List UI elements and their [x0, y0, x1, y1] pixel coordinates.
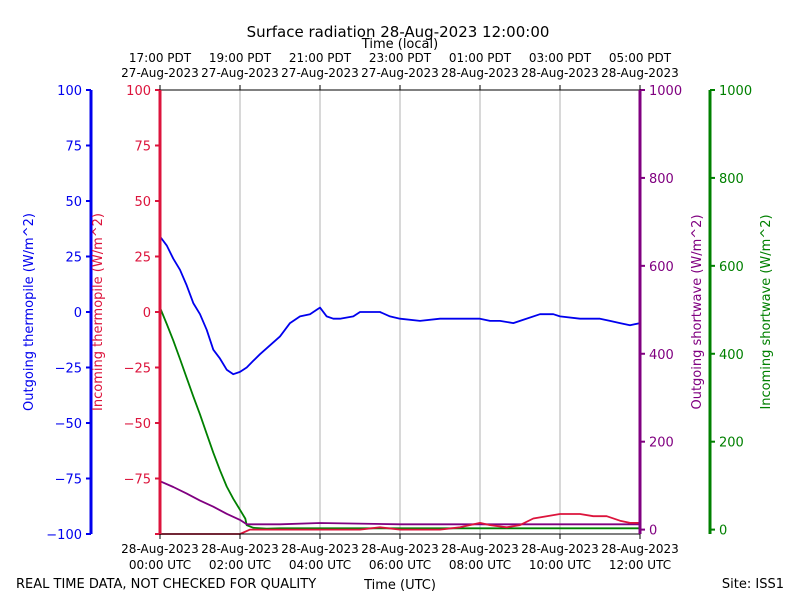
x-tick-label-bottom-date: 28-Aug-2023: [601, 542, 679, 556]
series-line-out-shortwave: [159, 480, 640, 526]
bottom-axis-label: Time (UTC): [363, 578, 436, 593]
y-tick-label-out-thermopile: −25: [55, 362, 82, 377]
y-tick-label-in-shortwave: 800: [719, 172, 744, 187]
x-tick-label-top-date: 28-Aug-2023: [441, 66, 519, 80]
y-tick-label-out-shortwave: 600: [649, 260, 674, 275]
axis-label-outgoing-thermopile: Outgoing thermopile (W/m^2): [22, 213, 37, 411]
series-line-out-thermopile: [159, 235, 641, 376]
site-label: Site: ISS1: [722, 577, 784, 592]
y-tick-label-in-shortwave: 0: [719, 524, 727, 539]
y-tick-label-in-thermopile: 50: [134, 195, 151, 210]
x-tick-label-bottom-date: 28-Aug-2023: [121, 542, 199, 556]
x-tick-label-top-date: 28-Aug-2023: [601, 66, 679, 80]
x-tick-label-top-time: 01:00 PDT: [449, 51, 512, 65]
y-tick-label-in-shortwave: 400: [719, 348, 744, 363]
y-tick-label-out-thermopile: −100: [46, 528, 82, 543]
x-tick-label-top-time: 19:00 PDT: [209, 51, 272, 65]
y-tick-label-out-shortwave: 0: [649, 524, 657, 539]
y-tick-label-out-shortwave: 400: [649, 348, 674, 363]
x-tick-label-top-time: 23:00 PDT: [369, 51, 432, 65]
y-tick-label-out-thermopile: 50: [65, 195, 82, 210]
vertical-gridlines: [239, 90, 561, 534]
x-tick-label-bottom-time: 08:00 UTC: [449, 558, 511, 572]
series-line-in-thermopile: [160, 513, 640, 535]
y-tick-label-out-shortwave: 1000: [649, 84, 682, 99]
x-tick-label-top-date: 28-Aug-2023: [521, 66, 599, 80]
y-tick-label-in-thermopile: −25: [124, 362, 151, 377]
top-axis-label: Time (local): [361, 37, 438, 52]
x-tick-label-top-time: 05:00 PDT: [609, 51, 672, 65]
axis-label-incoming-shortwave: Incoming shortwave (W/m^2): [759, 214, 774, 409]
y-tick-label-in-thermopile: 75: [134, 140, 151, 155]
series-line-in-shortwave: [159, 307, 640, 530]
y-tick-label-in-thermopile: −75: [124, 473, 151, 488]
x-tick-label-top-time: 03:00 PDT: [529, 51, 592, 65]
y-tick-label-out-thermopile: 100: [57, 84, 82, 99]
series-lines: [159, 235, 641, 535]
x-tick-label-bottom-date: 28-Aug-2023: [361, 542, 439, 556]
quality-disclaimer: REAL TIME DATA, NOT CHECKED FOR QUALITY: [16, 577, 316, 592]
chart-title: Surface radiation 28-Aug-2023 12:00:00: [247, 23, 550, 41]
x-tick-label-top-date: 27-Aug-2023: [201, 66, 279, 80]
x-tick-label-bottom-time: 00:00 UTC: [129, 558, 191, 572]
y-tick-label-in-shortwave: 1000: [719, 84, 752, 99]
x-tick-label-bottom-time: 02:00 UTC: [209, 558, 271, 572]
y-tick-label-out-thermopile: −50: [55, 417, 82, 432]
axis-label-incoming-thermopile: Incoming thermopile (W/m^2): [91, 213, 106, 411]
y-tick-label-out-thermopile: 25: [65, 251, 82, 266]
y-tick-label-in-shortwave: 600: [719, 260, 744, 275]
x-tick-label-bottom-date: 28-Aug-2023: [281, 542, 359, 556]
y-tick-label-out-thermopile: −75: [55, 473, 82, 488]
x-tick-label-top-date: 27-Aug-2023: [121, 66, 199, 80]
x-tick-label-top-date: 27-Aug-2023: [361, 66, 439, 80]
x-tick-label-bottom-date: 28-Aug-2023: [201, 542, 279, 556]
y-tick-label-out-shortwave: 800: [649, 172, 674, 187]
y-tick-label-in-thermopile: 100: [126, 84, 151, 99]
x-tick-label-bottom-time: 04:00 UTC: [289, 558, 351, 572]
y-tick-label-out-shortwave: 200: [649, 436, 674, 451]
x-tick-label-top-date: 27-Aug-2023: [281, 66, 359, 80]
axis-label-outgoing-shortwave: Outgoing shortwave (W/m^2): [690, 214, 705, 409]
x-tick-label-bottom-date: 28-Aug-2023: [441, 542, 519, 556]
y-tick-label-in-thermopile: −50: [124, 417, 151, 432]
tick-marks-and-labels: −100 −75 −50 −25 0 25 50 75 100 −75 −50 −25 0 25 50 75 1…: [46, 51, 752, 572]
x-tick-label-bottom-time: 06:00 UTC: [369, 558, 431, 572]
x-tick-label-bottom-date: 28-Aug-2023: [521, 542, 599, 556]
y-tick-label-out-thermopile: 75: [65, 140, 82, 155]
x-tick-label-top-time: 21:00 PDT: [289, 51, 352, 65]
x-tick-label-bottom-time: 12:00 UTC: [609, 558, 671, 572]
x-tick-label-top-time: 17:00 PDT: [129, 51, 192, 65]
x-tick-label-bottom-time: 10:00 UTC: [529, 558, 591, 572]
y-tick-label-in-shortwave: 200: [719, 436, 744, 451]
y-tick-label-in-thermopile: 0: [143, 306, 151, 321]
y-tick-label-out-thermopile: 0: [74, 306, 82, 321]
y-tick-label-in-thermopile: 25: [134, 251, 151, 266]
